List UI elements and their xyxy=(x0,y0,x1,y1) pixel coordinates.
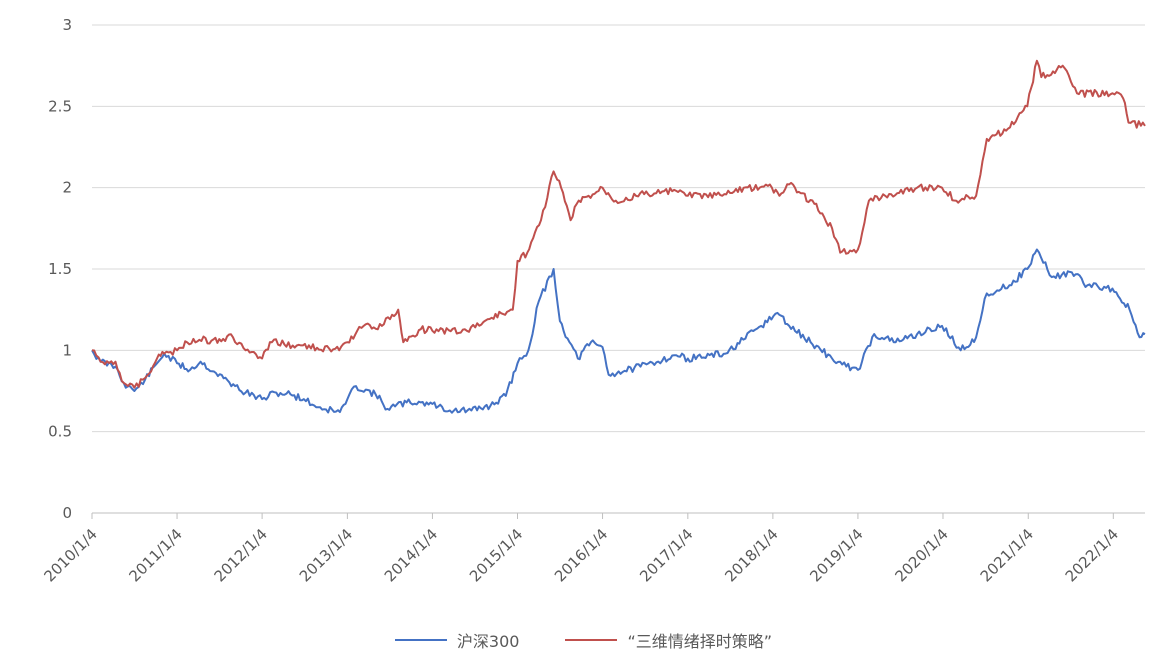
x-tick-label: 2011/1/4 xyxy=(126,525,186,585)
legend-label-strategy: “三维情绪择时策略” xyxy=(627,632,773,651)
series-line-1 xyxy=(91,59,1146,389)
x-tick-label: 2016/1/4 xyxy=(551,525,611,585)
series-line-0 xyxy=(91,248,1146,414)
x-tick-label: 2019/1/4 xyxy=(806,525,866,585)
x-tick-label: 2021/1/4 xyxy=(977,525,1037,585)
line-chart: 00.511.522.53 2010/1/4 2011/1/4 2012/1/4 20… xyxy=(40,16,1146,585)
x-tick-label: 2013/1/4 xyxy=(296,525,356,585)
legend-item-csi300: 沪深300 xyxy=(394,628,520,652)
x-tick-label: 2015/1/4 xyxy=(466,525,526,585)
y-tick-label: 3 xyxy=(62,16,72,34)
x-tick-label: 2014/1/4 xyxy=(381,525,441,585)
x-tick-label: 2020/1/4 xyxy=(891,525,951,585)
y-tick-label: 1.5 xyxy=(48,260,72,278)
legend-label-csi300: 沪深300 xyxy=(456,632,520,651)
x-tick-label: 2018/1/4 xyxy=(721,525,781,585)
series-lines xyxy=(91,59,1146,414)
y-tick-label: 0.5 xyxy=(48,423,72,441)
x-tick-label: 2017/1/4 xyxy=(636,525,696,585)
y-tick-label: 2 xyxy=(62,179,72,197)
x-tick-label: 2010/1/4 xyxy=(40,525,100,585)
x-tick-label: 2022/1/4 xyxy=(1062,525,1122,585)
x-tick-label: 2012/1/4 xyxy=(211,525,271,585)
legend-swatch-csi300 xyxy=(394,639,447,641)
y-axis-ticks: 0 0.5 1 1.5 2 2.5 3 xyxy=(48,16,72,522)
legend: 沪深300 “三维情绪择时策略” xyxy=(0,628,1167,652)
legend-swatch-strategy xyxy=(565,639,618,641)
y-tick-label: 1 xyxy=(62,341,72,359)
y-tick-label: 0 xyxy=(62,504,72,522)
y-tick-label: 2.5 xyxy=(48,97,72,115)
x-axis: 2010/1/4 2011/1/4 2012/1/4 2013/1/4 2014/1/4… xyxy=(40,512,1145,585)
legend-item-strategy: “三维情绪择时策略” xyxy=(565,628,772,652)
